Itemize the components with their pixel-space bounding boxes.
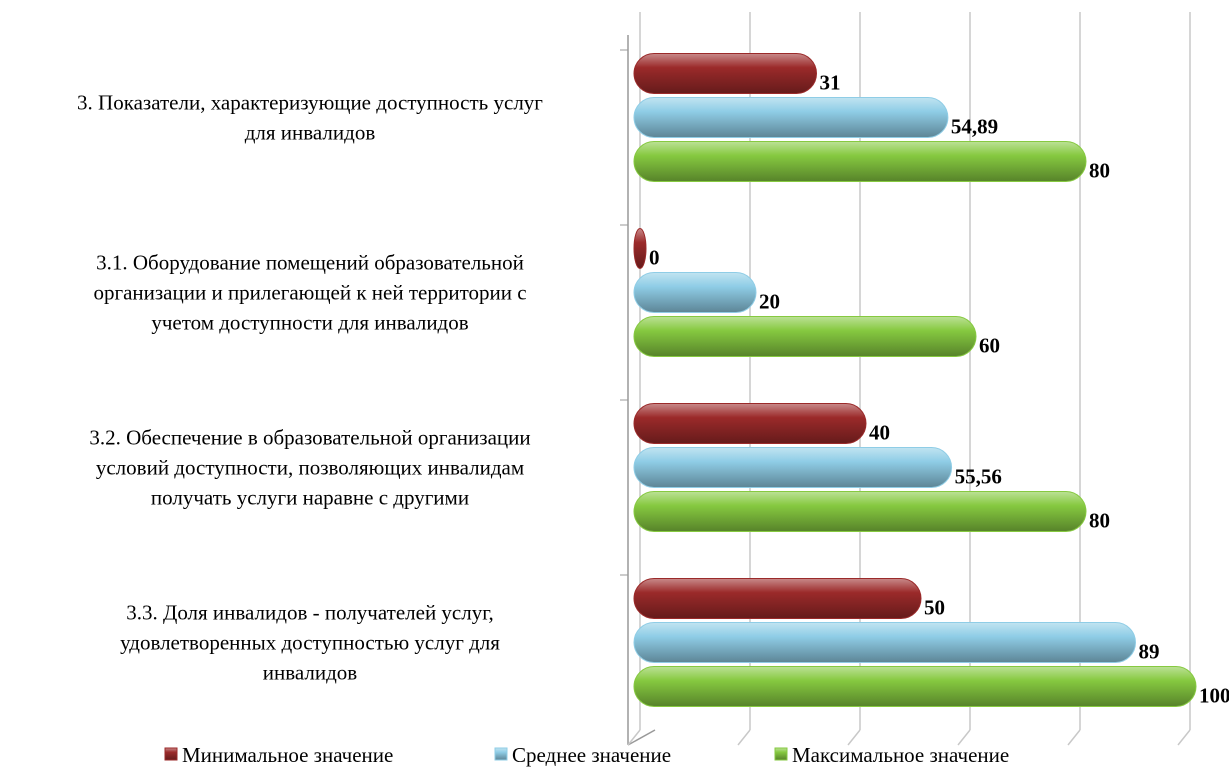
bar xyxy=(633,272,757,313)
legend-label: Максимальное значение xyxy=(792,743,1009,767)
legend-swatch xyxy=(494,747,508,761)
value-label: 20 xyxy=(759,290,780,314)
value-label: 54,89 xyxy=(951,115,998,139)
value-label: 80 xyxy=(1089,159,1110,183)
bar xyxy=(633,141,1087,182)
grid-line-floor xyxy=(627,729,641,746)
legend-swatch xyxy=(164,747,178,761)
grid-line-floor xyxy=(1067,729,1081,746)
bar xyxy=(633,53,817,94)
category-label: 3.2. Обеспечение в образовательной орган… xyxy=(89,426,530,510)
value-label: 100 xyxy=(1199,684,1229,708)
floor-line xyxy=(627,729,656,746)
value-label: 55,56 xyxy=(955,465,1002,489)
value-label: 40 xyxy=(869,421,890,445)
value-label: 31 xyxy=(820,71,841,95)
category-label: 3.1. Оборудование помещений образователь… xyxy=(93,251,526,335)
grid-line-floor xyxy=(847,729,861,746)
bar xyxy=(633,316,977,357)
value-label: 50 xyxy=(924,596,945,620)
bar xyxy=(633,447,953,488)
bar xyxy=(633,228,647,269)
category-label: 3.3. Доля инвалидов - получателей услуг,… xyxy=(120,601,500,685)
value-label: 0 xyxy=(649,246,660,270)
grid-line-floor xyxy=(737,729,751,746)
bar xyxy=(633,578,922,619)
category-label: 3. Показатели, характеризующие доступнос… xyxy=(77,91,543,145)
grid-line-floor xyxy=(957,729,971,746)
legend-swatch xyxy=(774,747,788,761)
value-label: 80 xyxy=(1089,509,1110,533)
grid-line-floor xyxy=(1177,729,1191,746)
legend-label: Среднее значение xyxy=(512,743,671,767)
bar xyxy=(633,622,1136,663)
bar xyxy=(633,666,1197,707)
bar xyxy=(633,403,867,444)
value-label: 89 xyxy=(1139,640,1160,664)
legend-label: Минимальное значение xyxy=(182,743,393,767)
value-label: 60 xyxy=(979,334,1000,358)
bar xyxy=(633,491,1087,532)
bar xyxy=(633,97,949,138)
